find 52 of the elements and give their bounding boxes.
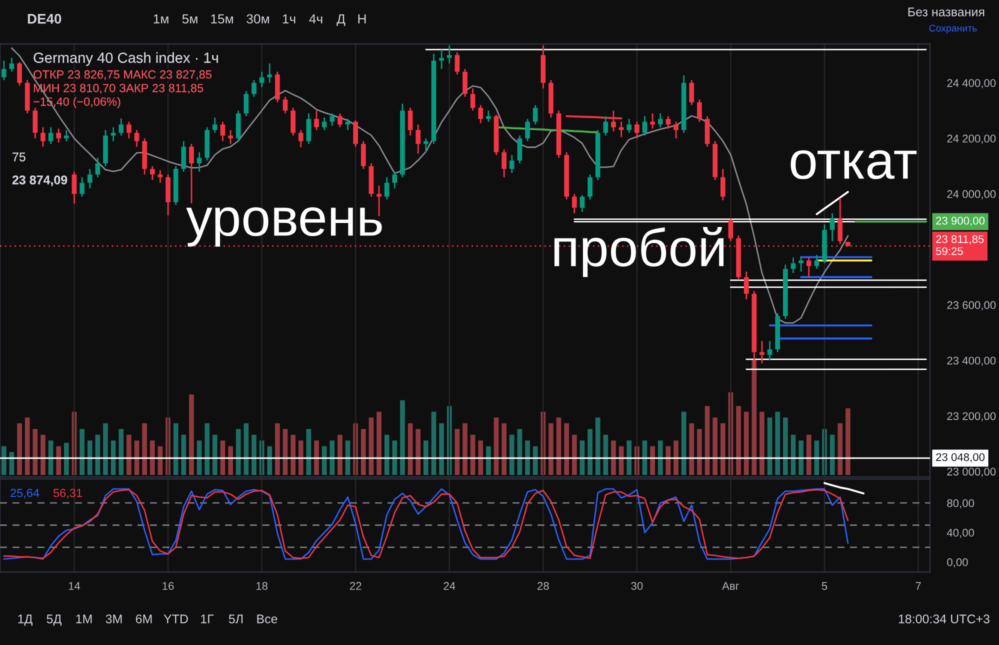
annotation: откат bbox=[790, 150, 917, 180]
text: Без названия bbox=[908, 8, 984, 16]
y-tick-label: 23 000,00 bbox=[947, 468, 996, 477]
x-tick-label: 14 bbox=[68, 582, 80, 590]
y-tick-label: 24 200,00 bbox=[947, 134, 996, 144]
y-tick-label: 24 400,00 bbox=[947, 79, 996, 88]
y-tick-label: 23 400,00 bbox=[947, 356, 996, 366]
x-tick-label: Авг bbox=[722, 582, 740, 590]
text: 30м bbox=[246, 14, 269, 24]
text: Сохранить bbox=[929, 24, 977, 34]
text: Д bbox=[336, 14, 346, 26]
text: 1М bbox=[76, 614, 92, 624]
y-tick-label: 24 000,00 bbox=[947, 190, 996, 200]
x-tick-label: 7 bbox=[916, 582, 921, 590]
text: Н bbox=[358, 14, 366, 24]
annotation: уровень bbox=[186, 207, 382, 247]
y-tick-label: 80,00 bbox=[947, 499, 974, 508]
text: 1м bbox=[154, 14, 168, 24]
chart-title: Germany 40 Cash index · 1ч bbox=[34, 52, 218, 66]
x-tick-label: 28 bbox=[538, 582, 549, 590]
x-tick-label: 24 bbox=[444, 582, 456, 590]
text: 3М bbox=[106, 614, 122, 624]
text: 5Л bbox=[228, 614, 243, 624]
annotation: 25,64 bbox=[10, 488, 40, 499]
data-label: 23 900,00 bbox=[936, 216, 985, 226]
ref-line-label: 23 811,85 59:25 bbox=[936, 235, 984, 256]
text: 1Д bbox=[18, 614, 32, 626]
text: 6М bbox=[136, 614, 152, 624]
ref-line-label: 23 048,00 bbox=[936, 453, 985, 462]
annotation: 75 bbox=[12, 152, 26, 162]
x-tick-label: 22 bbox=[350, 582, 362, 590]
text: DE40 bbox=[28, 14, 62, 24]
x-tick-label: 30 bbox=[631, 582, 643, 590]
text: 5м bbox=[182, 14, 198, 24]
x-tick-label: 5 bbox=[822, 582, 828, 590]
x-tick-label: 18 bbox=[256, 582, 268, 590]
annotation: пробой bbox=[554, 226, 724, 278]
y-tick-label: 23 200,00 bbox=[947, 412, 996, 422]
y-tick-label: 23 600,00 bbox=[947, 301, 996, 310]
text: 1Г bbox=[201, 614, 214, 624]
x-tick-label: 16 bbox=[162, 582, 174, 590]
y-tick-label: 40,00 bbox=[946, 528, 974, 538]
annotation: 56,31 bbox=[53, 488, 82, 499]
text: Все bbox=[257, 614, 278, 624]
text: 4ч bbox=[309, 14, 322, 24]
y-tick-label: 0,00 bbox=[947, 558, 968, 568]
text: 15м bbox=[211, 14, 233, 24]
annotation: 23 874,09 bbox=[12, 176, 68, 186]
text: YTD bbox=[164, 614, 188, 624]
text: 18:00:34 UTC+3 bbox=[898, 614, 990, 624]
text: 1ч bbox=[282, 14, 296, 24]
text: 5Д bbox=[46, 614, 62, 626]
